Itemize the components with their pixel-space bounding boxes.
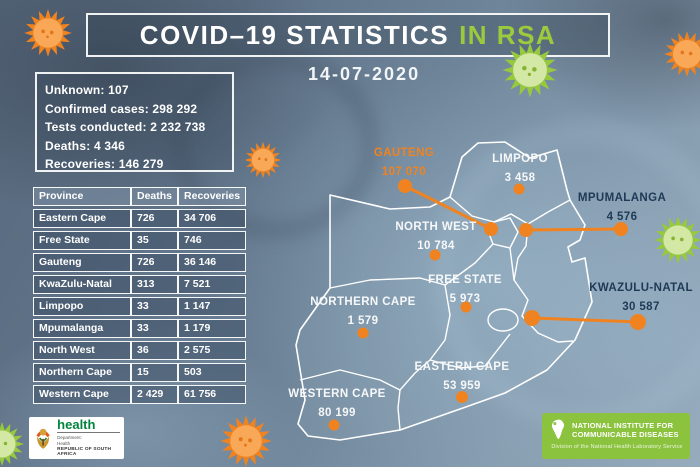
kwazulu-natal-connector-line xyxy=(531,316,639,324)
map-label-limpopo: LIMPOPO 3 458 xyxy=(492,153,548,184)
map-label-eastern-cape: EASTERN CAPE 53 959 xyxy=(414,361,510,392)
cell-deaths: 15 xyxy=(131,363,179,382)
cell-deaths: 33 xyxy=(131,297,179,316)
table-row: Northern Cape 15 503 xyxy=(33,363,247,382)
map-label-kwazulu-natal: KWAZULU-NATAL 30 587 xyxy=(589,282,693,313)
gauteng-map-dot xyxy=(484,222,498,236)
kwazulu-natal-map-dot xyxy=(524,310,540,326)
page-title: COVID–19 STATISTICS IN RSA xyxy=(140,20,556,51)
cell-recoveries: 2 575 xyxy=(178,341,247,360)
mpumalanga-map-dot xyxy=(519,223,533,237)
table-header-row: Province Deaths Recoveries xyxy=(33,187,247,206)
limpopo-dot xyxy=(513,183,525,195)
eastern-cape-dot xyxy=(456,391,468,403)
map-label-free-state: FREE STATE 5 973 xyxy=(428,274,502,305)
col-header-recoveries: Recoveries xyxy=(178,187,247,206)
province-border xyxy=(509,247,574,343)
cell-recoveries: 746 xyxy=(178,231,247,250)
title-banner: COVID–19 STATISTICS IN RSA xyxy=(86,13,610,57)
table-row: Free State 35 746 xyxy=(33,231,247,250)
table-row: Limpopo 33 1 147 xyxy=(33,297,247,316)
health-dept-lines: Department: Health xyxy=(57,435,82,447)
map-label-north-west: NORTH WEST 10 784 xyxy=(395,221,477,252)
report-date: 14-07-2020 xyxy=(308,64,421,84)
western-cape-dot xyxy=(328,419,340,431)
cell-province: Eastern Cape xyxy=(33,209,131,228)
cell-recoveries: 61 756 xyxy=(178,385,247,404)
col-header-province: Province xyxy=(33,187,131,206)
cell-deaths: 35 xyxy=(131,231,179,250)
nicd-logo-top: NATIONAL INSTITUTE FOR COMMUNICABLE DISE… xyxy=(550,419,684,441)
province-border-gauteng xyxy=(487,217,519,249)
virus-icon-orange xyxy=(220,415,272,467)
table-row: KwaZulu-Natal 313 7 521 xyxy=(33,275,247,294)
table-row: Western Cape 2 429 61 756 xyxy=(33,385,247,404)
cell-province: North West xyxy=(33,341,131,360)
col-header-deaths: Deaths xyxy=(131,187,179,206)
health-brand: health xyxy=(57,418,120,434)
northern-cape-dot xyxy=(357,327,369,339)
summary-recoveries: Recoveries: 146 279 xyxy=(45,157,164,172)
summary-tests: Tests conducted: 2 232 738 xyxy=(45,120,206,135)
cell-province: KwaZulu-Natal xyxy=(33,275,131,294)
cell-recoveries: 7 521 xyxy=(178,275,247,294)
cell-recoveries: 34 706 xyxy=(178,209,247,228)
mpumalanga-connector-line xyxy=(525,227,622,232)
mpumalanga-label-dot xyxy=(614,222,628,236)
summary-unknown: Unknown: 107 xyxy=(45,83,129,97)
virus-icon-green xyxy=(0,422,24,466)
cell-recoveries: 1 147 xyxy=(178,297,247,316)
map-label-gauteng: GAUTENG 107 070 xyxy=(373,147,435,178)
summary-panel: Unknown: 107 Confirmed cases: 298 292 Te… xyxy=(35,72,234,172)
table-row: Eastern Cape 726 34 706 xyxy=(33,209,247,228)
virus-icon-orange xyxy=(244,141,282,179)
coat-of-arms-icon xyxy=(36,428,50,449)
africa-icon xyxy=(552,419,565,440)
table-row: Mpumalanga 33 1 179 xyxy=(33,319,247,338)
kwazulu-natal-label-dot xyxy=(630,314,646,330)
cell-province: Mpumalanga xyxy=(33,319,131,338)
map-label-northern-cape: NORTHERN CAPE 1 579 xyxy=(310,296,416,327)
summary-deaths: Deaths: 4 346 xyxy=(45,138,125,153)
cell-deaths: 313 xyxy=(131,275,179,294)
nicd-subtitle: Division of the National Health Laborato… xyxy=(551,444,683,450)
health-country: REPUBLIC OF SOUTH AFRICA xyxy=(57,447,112,457)
summary-confirmed: Confirmed cases: 298 292 xyxy=(45,101,198,116)
virus-icon-orange xyxy=(24,9,72,57)
virus-icon-orange xyxy=(664,31,700,77)
health-department-logo: health Department: Health REPUBLIC OF SOU… xyxy=(29,417,124,459)
title-accent: IN RSA xyxy=(459,19,557,50)
table-row: North West 36 2 575 xyxy=(33,341,247,360)
cell-province: Northern Cape xyxy=(33,363,131,382)
nicd-title: NATIONAL INSTITUTE FOR COMMUNICABLE DISE… xyxy=(572,420,679,439)
gauteng-label-dot xyxy=(398,179,412,193)
cell-deaths: 36 xyxy=(131,341,179,360)
cell-recoveries: 1 179 xyxy=(178,319,247,338)
cell-province: Free State xyxy=(33,231,131,250)
cell-province: Gauteng xyxy=(33,253,131,272)
map-label-mpumalanga: MPUMALANGA 4 576 xyxy=(577,192,667,223)
table-row: Gauteng 726 36 146 xyxy=(33,253,247,272)
province-table: Province Deaths Recoveries Eastern Cape 7… xyxy=(33,184,247,407)
nicd-logo: NATIONAL INSTITUTE FOR COMMUNICABLE DISE… xyxy=(542,413,690,459)
cell-province: Limpopo xyxy=(33,297,131,316)
title-main: COVID–19 STATISTICS xyxy=(139,19,450,50)
cell-recoveries: 36 146 xyxy=(178,253,247,272)
province-border xyxy=(513,223,529,281)
province-border xyxy=(449,196,571,225)
cell-province: Western Cape xyxy=(33,385,131,404)
cell-deaths: 33 xyxy=(131,319,179,338)
lesotho-outline xyxy=(487,308,519,332)
health-logo-text: health Department: Health REPUBLIC OF SOU… xyxy=(57,418,120,457)
map-label-western-cape: WESTERN CAPE 80 199 xyxy=(288,388,386,419)
cell-deaths: 726 xyxy=(131,209,179,228)
cell-deaths: 726 xyxy=(131,253,179,272)
cell-deaths: 2 429 xyxy=(131,385,179,404)
cell-recoveries: 503 xyxy=(178,363,247,382)
